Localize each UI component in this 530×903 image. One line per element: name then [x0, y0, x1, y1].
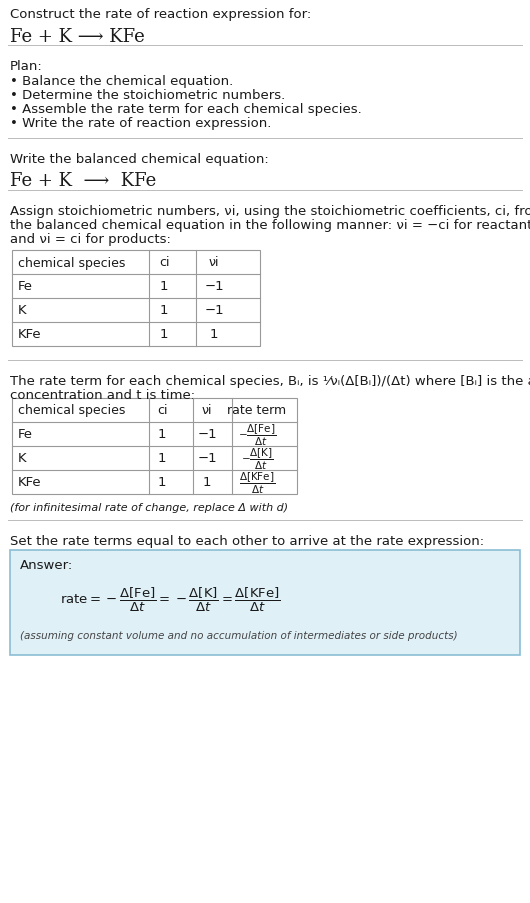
- Text: Construct the rate of reaction expression for:: Construct the rate of reaction expressio…: [10, 8, 311, 21]
- Text: $-\dfrac{\Delta[\mathrm{Fe}]}{\Delta t}$: $-\dfrac{\Delta[\mathrm{Fe}]}{\Delta t}$: [238, 422, 276, 447]
- Bar: [12, 251, 260, 347]
- Text: $\dfrac{\Delta[\mathrm{KFe}]}{\Delta t}$: $\dfrac{\Delta[\mathrm{KFe}]}{\Delta t}$: [239, 470, 275, 495]
- Text: Set the rate terms equal to each other to arrive at the rate expression:: Set the rate terms equal to each other t…: [10, 535, 484, 547]
- Text: Answer:: Answer:: [20, 558, 73, 572]
- Text: (assuming constant volume and no accumulation of intermediates or side products): (assuming constant volume and no accumul…: [20, 630, 457, 640]
- FancyBboxPatch shape: [10, 551, 520, 656]
- Text: chemical species: chemical species: [18, 256, 126, 269]
- Text: chemical species: chemical species: [18, 404, 126, 417]
- Text: 1: 1: [210, 328, 218, 341]
- Text: Write the balanced chemical equation:: Write the balanced chemical equation:: [10, 153, 269, 166]
- Text: −1: −1: [204, 304, 224, 317]
- Text: Fe + K ⟶ KFe: Fe + K ⟶ KFe: [10, 28, 145, 46]
- Text: KFe: KFe: [18, 476, 42, 489]
- Text: (for infinitesimal rate of change, replace Δ with d): (for infinitesimal rate of change, repla…: [10, 502, 288, 512]
- Text: • Balance the chemical equation.: • Balance the chemical equation.: [10, 75, 233, 88]
- Text: rate term: rate term: [227, 404, 287, 417]
- Text: 1: 1: [158, 452, 166, 465]
- Text: $\mathrm{rate} = -\dfrac{\Delta[\mathrm{Fe}]}{\Delta t} = -\dfrac{\Delta[\mathrm: $\mathrm{rate} = -\dfrac{\Delta[\mathrm{…: [60, 585, 281, 613]
- Text: 1: 1: [158, 476, 166, 489]
- Text: 1: 1: [160, 280, 168, 293]
- Text: Plan:: Plan:: [10, 60, 43, 73]
- Text: K: K: [18, 452, 26, 465]
- Text: 1: 1: [158, 428, 166, 441]
- Text: • Assemble the rate term for each chemical species.: • Assemble the rate term for each chemic…: [10, 103, 362, 116]
- Text: KFe: KFe: [18, 328, 42, 341]
- Text: • Write the rate of reaction expression.: • Write the rate of reaction expression.: [10, 116, 271, 130]
- Text: and νi = ci for products:: and νi = ci for products:: [10, 233, 171, 246]
- Bar: [12, 398, 297, 495]
- Text: −1: −1: [197, 452, 217, 465]
- Text: The rate term for each chemical species, Bᵢ, is ¹⁄νᵢ(Δ[Bᵢ])/(Δt) where [Bᵢ] is t: The rate term for each chemical species,…: [10, 375, 530, 387]
- Text: νi: νi: [209, 256, 219, 269]
- Text: concentration and t is time:: concentration and t is time:: [10, 388, 195, 402]
- Text: Fe: Fe: [18, 428, 33, 441]
- Text: −1: −1: [204, 280, 224, 293]
- Text: −1: −1: [197, 428, 217, 441]
- Text: ci: ci: [157, 404, 167, 417]
- Text: 1: 1: [160, 304, 168, 317]
- Text: ci: ci: [159, 256, 169, 269]
- Text: 1: 1: [160, 328, 168, 341]
- Text: K: K: [18, 304, 26, 317]
- Text: Fe: Fe: [18, 280, 33, 293]
- Text: $-\dfrac{\Delta[\mathrm{K}]}{\Delta t}$: $-\dfrac{\Delta[\mathrm{K}]}{\Delta t}$: [241, 446, 273, 471]
- Text: • Determine the stoichiometric numbers.: • Determine the stoichiometric numbers.: [10, 88, 285, 102]
- Text: Assign stoichiometric numbers, νi, using the stoichiometric coefficients, ci, fr: Assign stoichiometric numbers, νi, using…: [10, 205, 530, 218]
- Text: Fe + K  ⟶  KFe: Fe + K ⟶ KFe: [10, 172, 156, 190]
- Text: 1: 1: [203, 476, 211, 489]
- Text: νi: νi: [202, 404, 212, 417]
- Text: the balanced chemical equation in the following manner: νi = −ci for reactants: the balanced chemical equation in the fo…: [10, 219, 530, 232]
